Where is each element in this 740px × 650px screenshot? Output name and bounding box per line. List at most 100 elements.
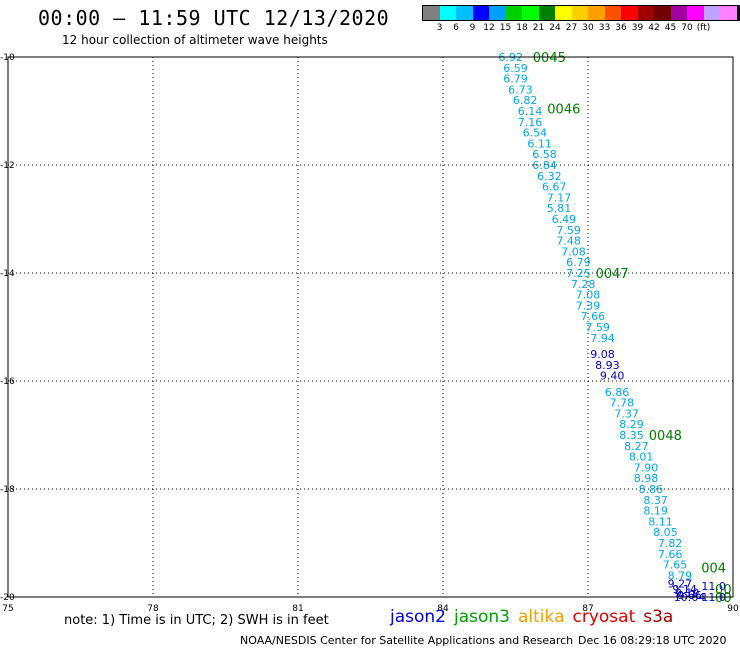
pass-time-label: 0045	[533, 51, 566, 66]
chart-subtitle: 12 hour collection of altimeter wave hei…	[62, 33, 328, 47]
color-scale-tick: 45	[664, 23, 677, 33]
wave-height-label: 6.58	[532, 148, 557, 161]
wave-height-label: 9.08	[590, 348, 615, 361]
wave-height-label: 6.67	[542, 181, 567, 194]
color-swatch	[720, 6, 737, 20]
grid-lines	[8, 57, 733, 597]
wave-height-label: 8.01	[629, 451, 654, 464]
wave-height-label: 8.35	[619, 429, 644, 442]
wave-height-label: 7.66	[581, 310, 606, 323]
plot-frame	[7, 56, 734, 598]
pass-time-label: 0048	[649, 429, 682, 444]
wave-height-label: 7.25	[566, 267, 591, 280]
wave-height-label: 7.37	[614, 407, 639, 420]
wave-height-label: 6.73	[508, 83, 533, 96]
color-scale-tick: 12	[483, 23, 495, 33]
wave-height-label: 9.10	[675, 587, 700, 600]
color-scale-tick: (ft)	[696, 23, 711, 33]
color-scale-tick: 18	[516, 23, 528, 33]
y-tick-label: -14	[0, 269, 15, 279]
color-scale-tick: 3	[436, 23, 443, 33]
wave-height-label: 6.14	[518, 105, 543, 118]
color-swatch	[505, 6, 522, 20]
wave-height-label: 6.79	[566, 256, 591, 269]
wave-height-label: 6.49	[552, 213, 577, 226]
wave-height-label: 8.37	[643, 494, 668, 507]
color-swatch	[439, 6, 456, 20]
wave-height-label: 6.84	[532, 159, 557, 172]
satellite-legend: jason2 jason3 altika cryosat s3a	[390, 607, 681, 627]
x-tick-label: 81	[292, 604, 303, 614]
wave-height-label: 6.54	[523, 127, 548, 140]
color-swatch	[736, 6, 740, 20]
wave-height-label: 11.0	[701, 580, 726, 593]
wave-height-label: 8.98	[634, 472, 659, 485]
wave-height-label: 9.14	[672, 583, 697, 596]
color-swatch	[522, 6, 539, 20]
satellite-legend-item: altika	[518, 607, 565, 627]
color-scale-tick: 6	[453, 23, 459, 33]
color-scale-tick: 21	[532, 23, 545, 33]
y-tick-label: -16	[0, 377, 15, 387]
wave-height-label: 7.16	[518, 116, 543, 129]
color-scale-tick: 9	[469, 23, 476, 33]
pass-time-label: 0047	[596, 267, 629, 282]
color-swatch	[654, 6, 671, 20]
wave-height-label: 5.81	[547, 202, 572, 215]
wave-height-label: 7.78	[610, 397, 635, 410]
color-swatch	[621, 6, 638, 20]
footnote: note: 1) Time is in UTC; 2) SWH is in fe…	[64, 613, 329, 628]
generated-timestamp: Dec 16 08:29:18 UTC 2020	[578, 634, 727, 647]
color-scale-tick: 33	[598, 23, 611, 33]
satellite-legend-item: jason3	[454, 607, 510, 627]
wave-height-label: 6.79	[503, 73, 528, 86]
data-labels: 6.926.596.796.736.826.147.166.546.116.58…	[498, 51, 726, 604]
color-scale-legend: 3 6 9 12 15 18 21 24 27 30 33 36 39 42 45 70 (ft)	[422, 5, 740, 33]
color-swatch	[687, 6, 704, 20]
x-tick-label: 90	[727, 604, 739, 614]
color-scale-ticks: 3 6 9 12 15 18 21 24 27 30 33 36 39 42 45 70 (ft)	[422, 21, 740, 33]
pass-time-label: 004	[701, 561, 726, 576]
wave-height-label: 7.48	[556, 235, 581, 248]
wave-height-label: 8.11	[648, 515, 673, 528]
wave-height-label: 8.19	[643, 505, 668, 518]
color-swatch	[604, 6, 621, 20]
color-scale-tick: 15	[499, 23, 512, 33]
wave-height-label: 7.08	[576, 289, 601, 302]
color-scale-tick: 42	[648, 23, 660, 33]
wave-height-label: 6.11	[527, 137, 552, 150]
wave-height-label: 7.66	[658, 548, 683, 561]
color-swatch	[472, 6, 489, 20]
wave-height-label: 7.28	[571, 278, 596, 291]
color-scale-tick: 39	[631, 23, 644, 33]
wave-height-label: 6.82	[513, 94, 538, 107]
wave-height-label: 6.86	[605, 386, 630, 399]
wave-height-label: 7.59	[585, 321, 610, 334]
chart-title: 00:00 – 11:59 UTC 12/13/2020	[38, 6, 390, 30]
x-tick-label: 87	[582, 604, 593, 614]
wave-height-label: 8.05	[653, 526, 678, 539]
wave-height-label: 6.32	[537, 170, 562, 183]
color-swatch	[588, 6, 605, 20]
wave-height-label: 7.94	[590, 332, 615, 345]
axis-tick-labels: 75 78 81 84 87 90 -10 -12 -14 -16 -18 -20	[0, 53, 739, 614]
wave-height-label: 7.65	[663, 559, 688, 572]
color-swatch	[538, 6, 555, 20]
wave-height-label: 7.08	[561, 245, 586, 258]
pass-time-label: 00	[715, 583, 732, 598]
color-scale-tick: 24	[549, 23, 561, 33]
y-tick-label: -10	[0, 53, 15, 63]
wave-height-label: 9.66	[677, 589, 702, 602]
y-tick-label: -20	[0, 593, 15, 603]
wave-height-label: 7.17	[547, 191, 572, 204]
wave-height-label: 8.93	[595, 359, 620, 372]
wave-height-label: 7.59	[556, 224, 581, 237]
color-swatch	[456, 6, 473, 20]
color-scale-swatches	[422, 5, 740, 21]
x-tick-label: 75	[2, 604, 13, 614]
wave-height-label: 9.40	[600, 370, 625, 383]
color-swatch	[489, 6, 506, 20]
color-swatch	[703, 6, 720, 20]
